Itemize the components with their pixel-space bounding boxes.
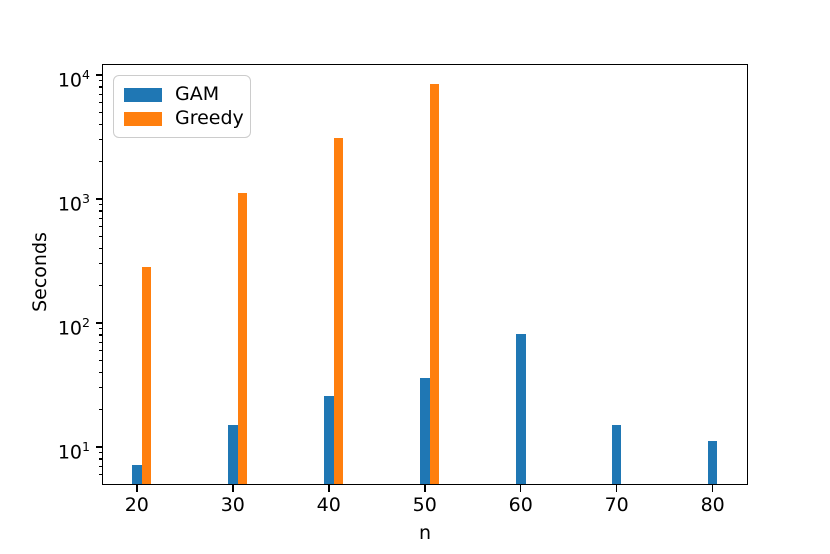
y-minor-tick-mark <box>98 204 103 206</box>
legend-swatch-icon <box>124 111 162 126</box>
y-minor-tick-mark <box>98 473 103 475</box>
y-minor-tick-mark <box>98 328 103 330</box>
x-tick-label: 50 <box>412 493 437 516</box>
x-tick-mark <box>136 484 138 492</box>
y-minor-tick-mark <box>98 93 103 95</box>
y-tick-mark <box>95 198 103 200</box>
bar-greedy <box>141 266 152 484</box>
bar-gam <box>419 377 430 484</box>
x-tick-label: 40 <box>316 493 341 516</box>
y-minor-tick-mark <box>98 409 103 411</box>
y-minor-tick-mark <box>98 235 103 237</box>
legend-swatch-icon <box>124 87 162 102</box>
x-tick-label: 20 <box>124 493 149 516</box>
legend-label: Greedy <box>175 107 244 129</box>
y-minor-tick-mark <box>98 387 103 389</box>
y-tick-mark <box>95 446 103 448</box>
y-minor-tick-mark <box>98 80 103 82</box>
x-tick-mark <box>615 484 618 492</box>
bar-gam <box>707 440 718 484</box>
x-tick-label: 60 <box>508 493 533 516</box>
bar-greedy <box>333 138 344 484</box>
x-tick-mark <box>519 484 522 492</box>
y-minor-tick-mark <box>98 452 103 454</box>
bar-gam <box>227 425 238 484</box>
y-minor-tick-mark <box>98 349 103 352</box>
y-tick-label: 102 <box>57 314 90 340</box>
x-axis-label: n <box>418 522 432 544</box>
legend: GAM Greedy <box>113 75 251 138</box>
bar-gam <box>515 333 526 484</box>
x-tick-label: 70 <box>604 493 629 516</box>
x-tick-mark <box>424 484 426 492</box>
legend-item: GAM <box>124 85 240 104</box>
bar-greedy <box>429 84 440 484</box>
y-tick-mark <box>95 74 103 76</box>
y-minor-tick-mark <box>98 458 103 460</box>
y-minor-tick-mark <box>98 465 103 467</box>
x-tick-mark <box>232 484 234 492</box>
bar-gam <box>132 464 142 484</box>
y-minor-tick-mark <box>98 86 103 88</box>
y-minor-tick-mark <box>98 371 103 373</box>
legend-label: GAM <box>175 83 220 105</box>
y-axis-label: Seconds <box>29 232 51 312</box>
x-tick-mark <box>328 484 330 492</box>
y-minor-tick-mark <box>98 341 103 343</box>
y-minor-tick-mark <box>98 101 103 104</box>
y-minor-tick-mark <box>98 161 103 163</box>
y-minor-tick-mark <box>98 359 103 361</box>
y-tick-label: 103 <box>57 190 90 216</box>
y-minor-tick-mark <box>98 285 103 287</box>
y-minor-tick-mark <box>98 111 103 113</box>
y-tick-label: 101 <box>57 438 90 464</box>
y-minor-tick-mark <box>98 139 103 141</box>
y-minor-tick-mark <box>98 334 103 336</box>
bar-gam <box>323 395 334 484</box>
y-minor-tick-mark <box>98 225 103 228</box>
y-minor-tick-mark <box>98 247 103 249</box>
x-tick-label: 80 <box>700 493 725 516</box>
y-tick-mark <box>95 322 103 324</box>
y-minor-tick-mark <box>98 263 103 265</box>
x-tick-mark <box>711 484 714 492</box>
y-tick-label: 104 <box>57 67 90 92</box>
legend-item: Greedy <box>124 109 244 128</box>
x-tick-label: 30 <box>220 493 245 516</box>
y-minor-tick-mark <box>98 123 103 125</box>
bar-greedy <box>237 192 248 484</box>
y-minor-tick-mark <box>98 217 103 219</box>
bar-gam <box>611 425 622 484</box>
y-minor-tick-mark <box>98 210 103 212</box>
